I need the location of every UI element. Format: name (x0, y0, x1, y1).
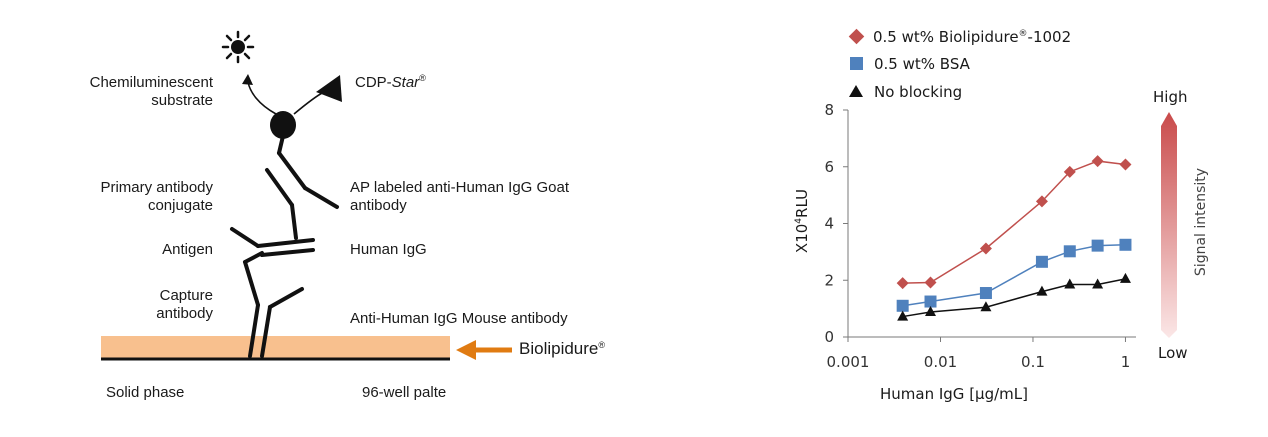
cdp-star-triangle (316, 75, 342, 102)
series-line-2 (902, 278, 1126, 318)
intensity-high-label: High (1153, 88, 1188, 106)
x-tick-label: 0.001 (827, 353, 870, 371)
data-point-0 (1119, 158, 1132, 171)
data-point-1 (1063, 245, 1076, 258)
antigen-label: Antigen (162, 241, 213, 258)
x-tick-label: 1 (1121, 353, 1131, 371)
biolipidure-label: Biolipidure® (519, 339, 606, 358)
human-igg-label: Human IgG (350, 241, 427, 258)
primary-antibody-conjugate (265, 134, 339, 240)
data-point-2 (1092, 278, 1104, 289)
data-point-1 (1091, 239, 1104, 252)
data-point-1 (1035, 255, 1048, 268)
ap-enzyme (270, 111, 296, 139)
biolipidure-arrow-icon (456, 340, 512, 360)
y-tick-label: 4 (824, 215, 834, 233)
diamond-marker-icon (848, 28, 865, 45)
data-point-2 (897, 310, 909, 321)
data-point-0 (1091, 155, 1104, 168)
signal-intensity-label: Signal intensity (1193, 167, 1209, 277)
data-point-0 (1063, 165, 1076, 178)
cdp-star-label: CDP-Star® (355, 73, 426, 91)
intensity-low-label: Low (1158, 344, 1188, 362)
solid-phase-label: Solid phase (106, 384, 185, 401)
light-emission-icon (221, 30, 255, 64)
data-point-0 (924, 276, 937, 289)
data-point-1 (924, 295, 937, 308)
square-marker-icon (850, 57, 863, 70)
data-point-2 (980, 301, 992, 312)
reaction-arrow (247, 81, 277, 115)
capture-antibody-label: Capture antibody (156, 287, 213, 322)
triangle-marker-icon (849, 85, 863, 97)
signal-intensity-bar (1161, 112, 1177, 338)
substrate-label: Chemiluminescent substrate (89, 74, 213, 109)
series-line-1 (902, 244, 1126, 307)
y-tick-label: 2 (824, 271, 834, 289)
data-point-1 (979, 287, 992, 300)
capture-antibody (243, 251, 304, 358)
data-point-0 (979, 242, 992, 255)
anti-human-igg-label: Anti-Human IgG Mouse antibody (350, 310, 568, 327)
y-tick-label: 0 (824, 328, 834, 346)
biolipidure-coating (101, 336, 450, 359)
x-tick-label: 0.1 (1021, 353, 1045, 371)
data-point-2 (925, 306, 937, 317)
x-tick-label: 0.01 (924, 353, 957, 371)
data-point-2 (1036, 285, 1048, 296)
data-point-2 (1119, 272, 1131, 283)
y-tick-label: 8 (824, 101, 834, 119)
y-axis-label: X104RLU (793, 188, 811, 254)
series-line-0 (902, 160, 1126, 284)
data-point-1 (1119, 238, 1132, 251)
legend-item-bsa: 0.5 wt% BSA (848, 52, 970, 76)
elisa-schematic (101, 30, 512, 361)
data-point-0 (896, 277, 909, 290)
antigen-human-igg (230, 227, 315, 257)
legend-item-biolipidure: 0.5 wt% Biolipidure®-1002 (848, 25, 1071, 52)
legend-item-no-blocking: No blocking (848, 80, 962, 104)
well-plate-label: 96-well palte (362, 384, 447, 401)
x-axis-label: Human IgG [μg/mL] (880, 385, 1028, 403)
ap-labeled-antibody-label: AP labeled anti-Human IgG Goat antibody (350, 179, 570, 214)
y-tick-label: 6 (824, 158, 834, 176)
data-point-2 (1064, 278, 1076, 289)
primary-antibody-label: Primary antibody conjugate (100, 179, 213, 214)
data-point-0 (1035, 195, 1048, 208)
data-point-1 (896, 299, 909, 312)
